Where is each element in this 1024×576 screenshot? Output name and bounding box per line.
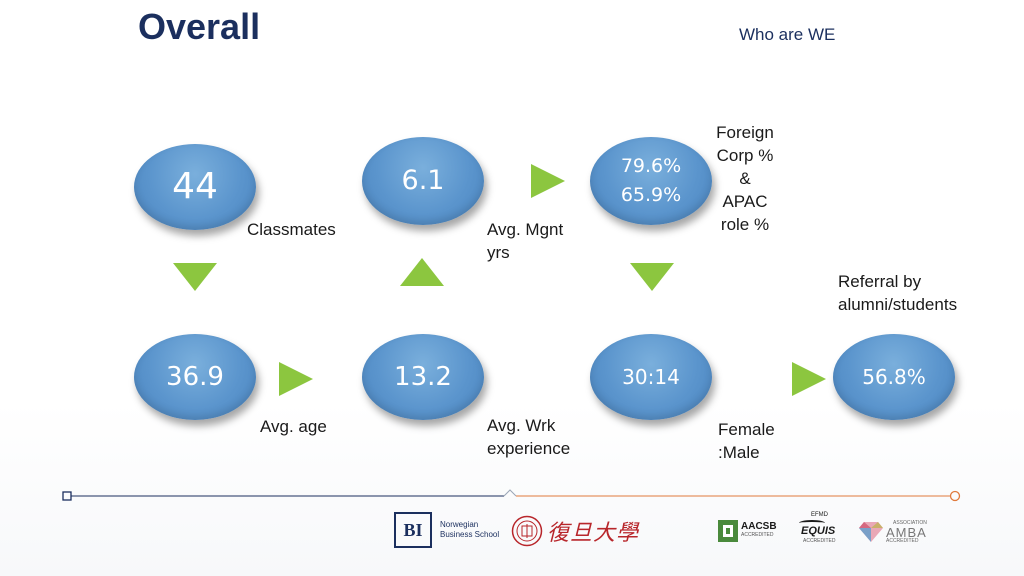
gender-value: 30:14 [622,365,680,389]
divider-end-marker [949,490,961,502]
arrow-down-icon [173,263,217,291]
equis-swoosh-icon [799,520,825,526]
aacsb-mark-icon [718,520,738,542]
foreign-label-line: Foreign [716,123,774,142]
foreign-label-line: & [739,169,751,188]
foreign-label-line: Corp % [716,146,774,165]
amba-sub: ACCREDITED [886,537,919,544]
foreign-label-line: APAC [722,192,768,211]
bi-logo-line2: Business School [440,530,500,539]
aacsb-sub: ACCREDITED [741,532,774,538]
bi-logo-line1: Norwegian [440,520,479,529]
divider-start-marker [62,491,72,501]
mgmt-label-line2: yrs [487,243,510,262]
gender-label: Female :Male [718,418,775,464]
referral-circle: 56.8% [833,334,955,420]
amba-diamond-icon [859,522,883,542]
equis-logo: EFMD EQUIS ACCREDITED [791,510,836,546]
classmates-label: Classmates [247,220,336,239]
mgmt-label: Avg. Mgnt yrs [487,218,563,264]
referral-label-line2: alumni/students [838,295,958,314]
amba-logo: ASSOCIATION AMBA ACCREDITED [858,518,927,546]
bi-logo-text: Norwegian Business School [440,520,499,540]
page-subtitle: Who are WE [739,25,836,44]
gender-circle: 30:14 [590,334,712,420]
classmates-value: 44 [172,166,218,208]
amba-name: AMBA [886,524,927,540]
foreign-value-1: 79.6% [620,155,682,178]
equis-top: EFMD [811,512,828,518]
work-circle: 13.2 [362,334,484,420]
age-label: Avg. age [260,417,327,436]
gender-label-line2: :Male [718,443,760,462]
mgmt-circle: 6.1 [362,137,484,225]
divider-notch [503,489,517,497]
aacsb-name: AACSB [741,521,777,532]
gender-label-line1: Female [718,420,775,439]
aacsb-text: AACSB ACCREDITED [741,522,777,540]
work-label-line1: Avg. Wrk [487,416,556,435]
equis-name: EQUIS [801,525,836,537]
page-title: Overall [138,6,261,47]
work-value: 13.2 [394,361,452,392]
aacsb-logo: AACSB ACCREDITED [718,518,777,544]
foreign-value-2: 65.9% [620,184,682,206]
work-label-line2: experience [487,439,571,458]
fudan-logo: 復旦大學 [511,514,639,548]
footer-divider [62,489,961,502]
foreign-label: Foreign Corp % & APAC role % [706,121,784,236]
equis-sub: ACCREDITED [803,538,836,544]
arrow-up-icon [400,258,444,286]
age-circle: 36.9 [134,334,256,420]
classmates-circle: 44 [134,144,256,230]
referral-value: 56.8% [862,365,926,389]
arrow-right-icon [279,362,313,396]
fudan-wordmark: 復旦大學 [547,521,640,546]
foreign-label-line: role % [720,215,770,234]
amba-top: ASSOCIATION [893,519,927,526]
referral-label-line1: Referral by [838,272,922,291]
mgmt-label-line1: Avg. Mgnt [487,220,564,239]
foreign-circle: 79.6% 65.9% [590,137,712,225]
arrow-down-icon [630,263,674,291]
bi-logo: BI Norwegian Business School [394,512,499,548]
bi-logo-mark: BI [394,512,432,548]
amba-text: ASSOCIATION AMBA ACCREDITED [886,519,927,546]
fudan-seal-icon [511,515,543,547]
mgmt-value: 6.1 [401,165,445,197]
arrow-right-icon [792,362,826,396]
age-value: 36.9 [166,361,224,392]
work-label: Avg. Wrk experience [487,414,570,460]
referral-label: Referral by alumni/students [838,270,957,316]
arrow-right-icon [531,164,565,198]
